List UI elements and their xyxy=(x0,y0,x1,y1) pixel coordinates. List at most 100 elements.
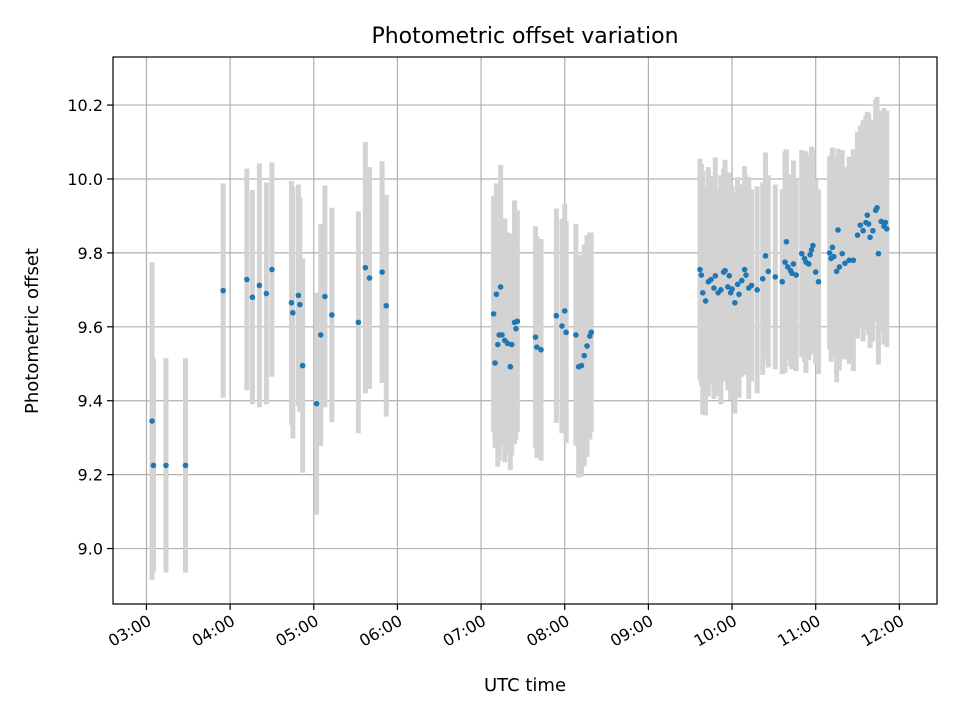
data-point xyxy=(793,272,799,278)
data-point xyxy=(290,309,296,316)
data-point xyxy=(538,346,544,353)
data-point xyxy=(150,462,157,469)
data-point xyxy=(163,462,169,469)
data-point xyxy=(739,277,745,284)
data-point xyxy=(256,282,263,289)
x-axis-label: UTC time xyxy=(484,675,566,696)
data-point xyxy=(299,362,306,369)
data-point xyxy=(736,291,742,298)
data-point xyxy=(355,319,362,326)
y-tick-label: 9.2 xyxy=(78,466,103,485)
data-point xyxy=(789,270,795,277)
data-point xyxy=(249,294,256,301)
data-point xyxy=(808,247,815,253)
data-point xyxy=(317,332,324,338)
data-point xyxy=(581,352,588,359)
data-point xyxy=(322,293,328,300)
data-point xyxy=(712,273,719,279)
data-point xyxy=(831,253,837,260)
data-point xyxy=(835,227,841,233)
data-point xyxy=(288,299,295,306)
data-point xyxy=(882,219,889,226)
grid xyxy=(113,57,937,604)
data-point xyxy=(553,312,560,319)
y-tick-label: 10.0 xyxy=(67,170,103,189)
data-point xyxy=(588,329,595,336)
data-point xyxy=(836,264,843,270)
y-tick-label: 10.2 xyxy=(67,96,103,115)
data-point xyxy=(699,290,706,296)
data-point xyxy=(741,266,748,273)
data-point xyxy=(490,311,497,317)
data-point xyxy=(379,269,385,275)
y-tick-label: 9.6 xyxy=(78,318,103,337)
data-point xyxy=(826,250,833,256)
data-point xyxy=(815,278,822,285)
data-point xyxy=(748,282,755,289)
data-point xyxy=(269,266,275,273)
data-point xyxy=(839,250,845,257)
data-point xyxy=(833,268,840,275)
data-point xyxy=(867,234,873,241)
data-point xyxy=(807,251,813,258)
data-point xyxy=(798,250,805,257)
data-point xyxy=(729,286,735,292)
data-point xyxy=(711,285,717,291)
data-point xyxy=(864,212,871,218)
data-point xyxy=(561,308,568,314)
data-point xyxy=(366,275,373,281)
data-point xyxy=(507,363,514,370)
y-tick-label: 9.0 xyxy=(78,540,103,559)
data-point xyxy=(149,418,155,424)
data-point xyxy=(182,462,189,469)
data-point xyxy=(514,318,521,325)
data-point xyxy=(884,226,890,232)
data-point xyxy=(874,204,880,211)
data-point xyxy=(860,227,866,234)
data-point xyxy=(718,287,724,293)
data-point xyxy=(573,332,579,338)
data-point xyxy=(495,341,501,348)
data-point xyxy=(362,264,369,271)
data-points xyxy=(149,204,890,469)
data-point xyxy=(754,287,760,293)
data-point xyxy=(534,344,540,350)
data-point xyxy=(732,299,738,306)
data-point xyxy=(702,298,709,304)
data-point xyxy=(559,323,565,329)
plot-frame xyxy=(112,56,938,605)
data-point xyxy=(829,244,836,251)
data-point xyxy=(875,250,882,257)
data-point xyxy=(726,273,733,279)
data-point xyxy=(297,301,303,308)
data-point xyxy=(734,281,741,288)
data-point xyxy=(790,261,797,267)
data-point xyxy=(313,400,320,407)
data-point xyxy=(850,257,857,264)
data-point xyxy=(854,232,861,238)
data-point xyxy=(697,266,703,273)
data-point xyxy=(743,272,749,278)
data-point xyxy=(499,332,505,338)
y-tick-label: 9.8 xyxy=(78,244,103,263)
data-point xyxy=(846,257,852,264)
data-point xyxy=(772,274,779,280)
data-point xyxy=(762,253,769,259)
y-tick-label: 9.4 xyxy=(78,392,103,411)
data-point xyxy=(708,276,714,283)
data-point xyxy=(578,362,585,369)
data-point xyxy=(722,267,728,274)
data-point xyxy=(295,292,302,299)
data-point xyxy=(508,341,515,348)
data-point xyxy=(329,312,335,318)
data-point xyxy=(870,227,876,234)
data-point xyxy=(779,278,786,285)
data-point xyxy=(220,287,226,294)
data-point xyxy=(805,261,812,267)
data-point xyxy=(865,221,872,227)
data-point xyxy=(857,222,864,228)
data-point xyxy=(492,360,498,366)
data-point xyxy=(244,276,250,283)
data-point xyxy=(563,329,569,336)
